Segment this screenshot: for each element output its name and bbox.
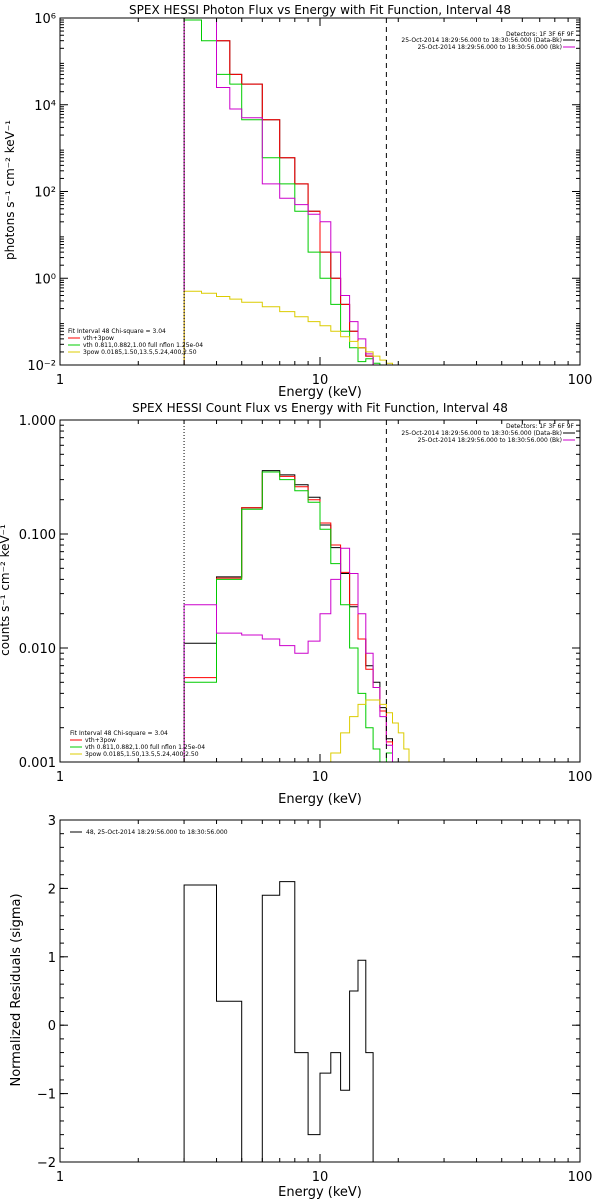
photon-y-tick-label: 10⁻² — [27, 359, 56, 374]
count-series-vth-3pow — [183, 471, 393, 762]
residuals-x-tick-label: 100 — [568, 1170, 593, 1185]
residuals-panel: Energy (keV) Normalized Residuals (sigma… — [9, 814, 592, 1200]
count-y-tick-label: 1.000 — [19, 414, 56, 429]
count-y-axis-label: counts s⁻¹ cm⁻² keV⁻¹ — [0, 524, 12, 656]
photon-y-axis-label: photons s⁻¹ cm⁻² keV⁻¹ — [3, 120, 17, 260]
photon-x-tick-label: 10 — [312, 373, 329, 388]
photon-flux-panel: SPEX HESSI Photon Flux vs Energy with Fi… — [3, 3, 593, 400]
residuals-y-tick-label: −2 — [37, 1156, 56, 1171]
count-series-data-bk — [183, 470, 393, 762]
count-series-3pow — [183, 547, 393, 762]
count-flux-panel: SPEX HESSI Count Flux vs Energy with Fit… — [0, 401, 592, 807]
photon-legend-entry-vth: vth 0.811,0.882,1.00 full nflon 1.25e-04 — [68, 342, 203, 349]
photon-series-data-bk — [183, 18, 374, 365]
photon-legend-vth3pow-label: vth+3pow — [83, 335, 114, 342]
count-x-axis-label: Energy (keV) — [278, 792, 362, 807]
photon-x-tick-label: 1 — [56, 373, 64, 388]
count-y-tick-label: 0.010 — [19, 642, 56, 657]
photon-legend-detectors: Detectors: 1F 3F 6F 9F — [506, 31, 575, 38]
count-series-bk — [330, 699, 415, 762]
photon-x-axis-label: Energy (keV) — [278, 385, 362, 400]
count-legend-data-label: 25-Oct-2014 18:29:56.000 to 18:30:56.000… — [401, 430, 562, 437]
photon-plot-frame — [59, 17, 581, 366]
photon-y-tick-label: 10⁰ — [34, 272, 56, 287]
photon-legend-entry-bk: 25-Oct-2014 18:29:56.000 to 18:30:56.000… — [418, 44, 575, 51]
count-legend-entry-vth3pow: vth+3pow — [70, 737, 116, 744]
photon-legend-3pow-label: 3pow 0.0185,1.50,13.5,5.24,400,2.50 — [83, 349, 197, 356]
photon-series-vth-3pow — [183, 18, 374, 365]
photon-panel-title: SPEX HESSI Photon Flux vs Energy with Fi… — [129, 3, 511, 17]
photon-y-tick-label: 10⁶ — [34, 12, 56, 27]
photon-legend-data-label: 25-Oct-2014 18:29:56.000 to 18:30:56.000… — [401, 37, 562, 44]
count-legend-3pow-label: 3pow 0.0185,1.50,13.5,5.24,400,2.50 — [85, 751, 199, 758]
residuals-x-axis-label: Energy (keV) — [278, 1185, 362, 1200]
photon-series-bk — [183, 290, 399, 365]
residuals-x-tick-label: 1 — [56, 1170, 64, 1185]
residuals-y-tick-label: −1 — [37, 1088, 56, 1103]
count-plot-frame — [59, 419, 581, 763]
count-legend-entry-bk: 25-Oct-2014 18:29:56.000 to 18:30:56.000… — [418, 437, 575, 444]
photon-legend-entry-3pow: 3pow 0.0185,1.50,13.5,5.24,400,2.50 — [68, 349, 197, 356]
photon-y-tick-label: 10⁴ — [34, 99, 56, 114]
count-series-vth — [183, 471, 393, 762]
photon-legend-entry-vth3pow: vth+3pow — [68, 335, 114, 342]
count-legend-entry-vth: vth 0.811,0.882,1.00 full nflon 1.25e-04 — [70, 744, 205, 751]
residuals-series-48-25-oct-2014-18-29-56-000-to-18-30-56-000 — [183, 881, 374, 1162]
photon-legend-bk-label: 25-Oct-2014 18:29:56.000 to 18:30:56.000… — [418, 44, 562, 51]
count-y-tick-label: 0.100 — [19, 528, 56, 543]
count-panel-title: SPEX HESSI Count Flux vs Energy with Fit… — [132, 401, 508, 415]
residuals-plot-frame — [59, 819, 581, 1163]
count-legend-detectors: Detectors: 1F 3F 6F 9F — [506, 423, 575, 430]
photon-legend-entry-data: 25-Oct-2014 18:29:56.000 to 18:30:56.000… — [401, 37, 575, 44]
count-legend-entry-data: 25-Oct-2014 18:29:56.000 to 18:30:56.000… — [401, 430, 575, 437]
residuals-y-tick-label: 2 — [48, 882, 56, 897]
photon-y-tick-label: 10² — [34, 186, 56, 201]
count-legend-vth-label: vth 0.811,0.882,1.00 full nflon 1.25e-04 — [85, 744, 205, 751]
photon-series-3pow — [183, 18, 381, 365]
count-legend-bk-label: 25-Oct-2014 18:29:56.000 to 18:30:56.000… — [418, 437, 562, 444]
residuals-x-tick-label: 10 — [312, 1170, 329, 1185]
photon-x-tick-label: 100 — [568, 373, 593, 388]
count-y-tick-label: 0.001 — [19, 756, 56, 771]
residuals-y-tick-label: 3 — [48, 814, 56, 829]
residuals-legend-label: 48, 25-Oct-2014 18:29:56.000 to 18:30:56… — [86, 829, 228, 836]
residuals-y-tick-label: 0 — [48, 1019, 56, 1034]
photon-fit-info: Fit Interval 48 Chi-square = 3.04 — [68, 328, 166, 335]
count-x-tick-label: 1 — [56, 770, 64, 785]
count-x-tick-label: 10 — [312, 770, 329, 785]
count-legend-vth3pow-label: vth+3pow — [85, 737, 116, 744]
photon-legend-vth-label: vth 0.811,0.882,1.00 full nflon 1.25e-04 — [83, 342, 203, 349]
count-legend-entry-3pow: 3pow 0.0185,1.50,13.5,5.24,400,2.50 — [70, 751, 199, 758]
residuals-y-axis-label: Normalized Residuals (sigma) — [9, 893, 24, 1086]
photon-series-vth — [183, 19, 381, 365]
count-fit-info: Fit Interval 48 Chi-square = 3.04 — [70, 730, 168, 737]
residuals-legend-entry: 48, 25-Oct-2014 18:29:56.000 to 18:30:56… — [70, 829, 228, 836]
count-x-tick-label: 100 — [568, 770, 593, 785]
residuals-y-tick-label: 1 — [48, 951, 56, 966]
